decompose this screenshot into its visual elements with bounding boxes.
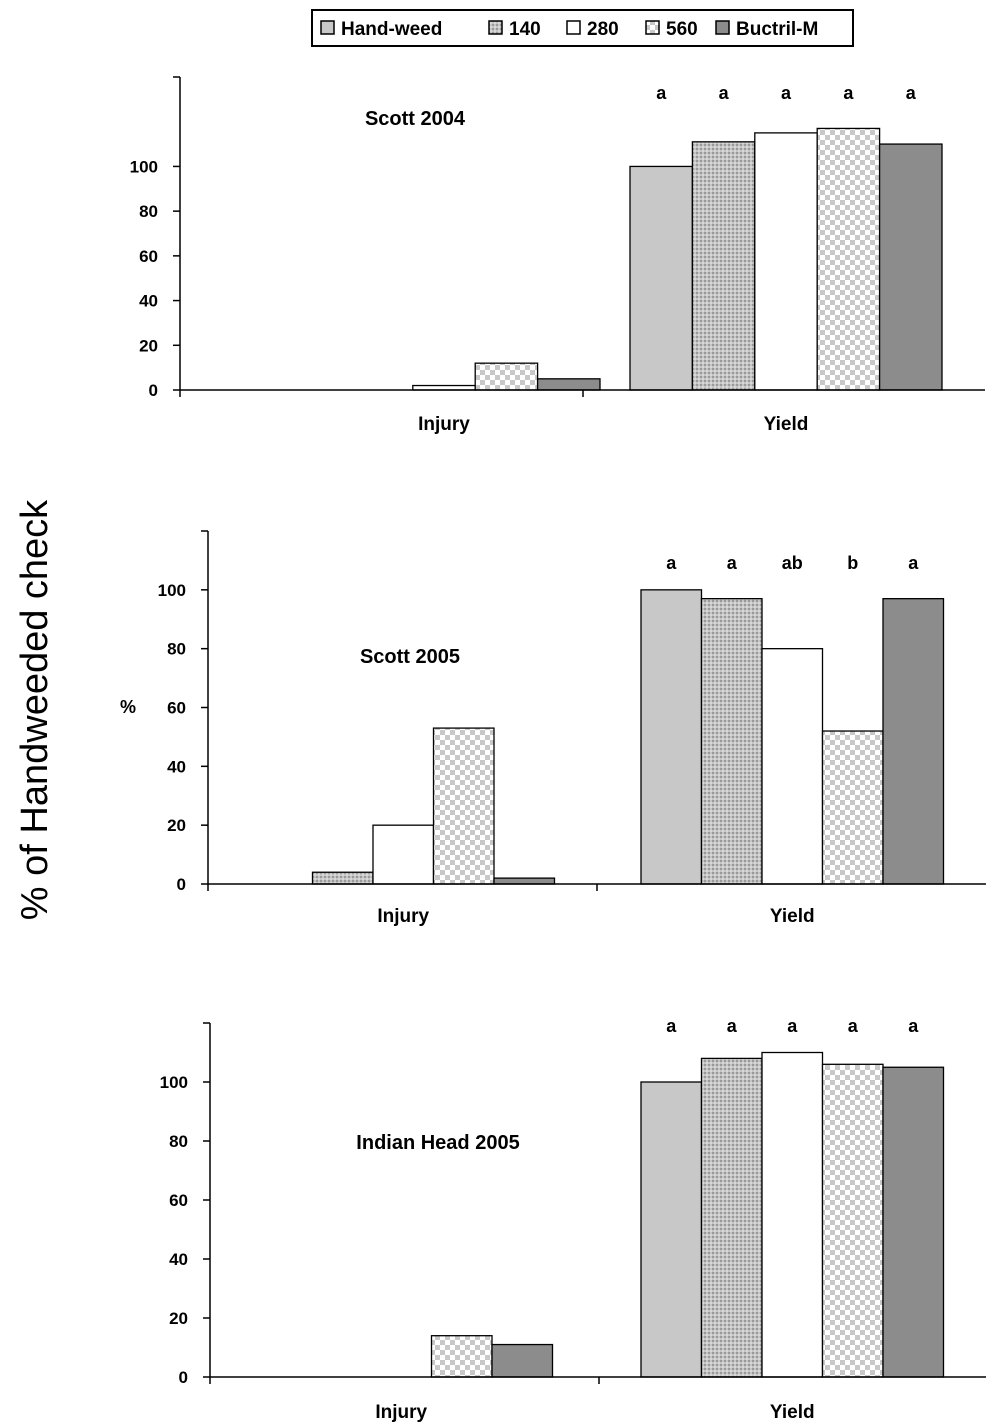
- bar-indian-head-2005-yield-hand-weed: [640, 1081, 703, 1378]
- significance-letter: a: [656, 83, 667, 103]
- bar-scott-2005-yield-140: [700, 598, 763, 885]
- bar-indian-head-2005-yield-140: [700, 1057, 763, 1378]
- bar-indian-head-2005-injury-buctril-m: [491, 1343, 554, 1378]
- bar-scott-2004-injury-buctril-m: [536, 378, 601, 391]
- significance-letter: a: [666, 553, 677, 573]
- significance-letter: a: [719, 83, 730, 103]
- significance-letter: a: [848, 1016, 859, 1036]
- y-tick-label: 100: [160, 1073, 188, 1092]
- bar-scott-2004-yield-hand-weed: [629, 165, 694, 391]
- bar-indian-head-2005-injury-560: [430, 1335, 493, 1378]
- legend-frame: [311, 9, 854, 47]
- bar-scott-2005-yield-hand-weed: [640, 589, 703, 885]
- legend-label-hand-weed: Hand-weed: [341, 19, 442, 40]
- bar-indian-head-2005-yield-560: [821, 1063, 884, 1378]
- y-tick-label: 100: [130, 157, 158, 176]
- bar-scott-2005-injury-280: [372, 824, 435, 885]
- x-category-label-injury: Injury: [375, 1402, 427, 1423]
- bar-scott-2005-yield-560: [821, 730, 884, 885]
- significance-letter: a: [727, 553, 738, 573]
- significance-letter: a: [727, 1016, 738, 1036]
- legend-label-560: 560: [666, 19, 698, 40]
- significance-letter: a: [843, 83, 854, 103]
- bar-scott-2004-yield-buctril-m: [878, 143, 943, 391]
- bar-scott-2004-injury-560: [474, 362, 539, 391]
- x-category-label-yield: Yield: [770, 906, 815, 927]
- y-tick-label: 20: [167, 816, 186, 835]
- panel-title: Indian Head 2005: [356, 1132, 519, 1154]
- x-category-label-injury: Injury: [418, 414, 470, 435]
- legend-label-140: 140: [509, 19, 541, 40]
- legend-label-buctril-m: Buctril-M: [736, 19, 818, 40]
- legend-item-560: 560: [645, 19, 698, 40]
- panel-scott-2005: 0 20 40 60 80 100 Injury Yield Scott 2005% a a ab b a: [120, 530, 986, 927]
- y-tick-label: 0: [177, 875, 186, 894]
- x-category-label-yield: Yield: [770, 1402, 815, 1423]
- panel-title: Scott 2004: [365, 108, 466, 130]
- y-tick-label: 60: [169, 1191, 188, 1210]
- legend-swatch-280: [566, 20, 581, 35]
- y-tick-label: 40: [139, 292, 158, 311]
- y-axis-label: % of Handweeded check: [14, 499, 56, 920]
- y-tick-label: 0: [149, 381, 158, 400]
- legend-swatch-140: [488, 20, 503, 35]
- panel-indian-head-2005: 0 20 40 60 80 100 Injury Yield Indian Head 2005 a…: [160, 1016, 986, 1423]
- y-tick-label: 0: [179, 1368, 188, 1387]
- significance-letter: a: [666, 1016, 677, 1036]
- panel-scott-2004: 0 20 40 60 80 100 Injury Yield Scott 2004 a a a a a: [130, 76, 985, 435]
- significance-letter: b: [847, 553, 858, 573]
- legend-swatch-hand-weed: [320, 20, 335, 35]
- legend-swatch-560: [645, 20, 660, 35]
- bar-scott-2005-injury-560: [432, 727, 495, 885]
- bar-scott-2005-yield-buctril-m: [882, 598, 945, 885]
- significance-letter: a: [787, 1016, 798, 1036]
- y-tick-label: 60: [139, 247, 158, 266]
- panel-title: Scott 2005: [360, 646, 460, 668]
- significance-letter: a: [781, 83, 792, 103]
- bar-scott-2005-injury-buctril-m: [493, 877, 556, 885]
- significance-letter: a: [908, 1016, 919, 1036]
- significance-letter: a: [908, 553, 919, 573]
- legend-item-hand-weed: Hand-weed: [320, 19, 442, 40]
- chart-legend: Hand-weed 140 280 560 Buctril-M: [311, 9, 854, 47]
- legend-item-buctril-m: Buctril-M: [715, 19, 818, 40]
- bar-scott-2004-yield-560: [816, 127, 881, 391]
- significance-letter: ab: [782, 553, 803, 573]
- y-tick-label: 40: [167, 757, 186, 776]
- bar-scott-2005-injury-140: [311, 871, 374, 885]
- bar-scott-2005-yield-280: [761, 648, 824, 885]
- x-category-label-yield: Yield: [764, 414, 809, 435]
- legend-label-280: 280: [587, 19, 619, 40]
- bar-indian-head-2005-yield-280: [761, 1051, 824, 1378]
- y-tick-label: 40: [169, 1250, 188, 1269]
- y-tick-label: 60: [167, 699, 186, 718]
- x-category-label-injury: Injury: [377, 906, 429, 927]
- bar-indian-head-2005-yield-buctril-m: [882, 1066, 945, 1378]
- y-tick-label: 80: [139, 202, 158, 221]
- legend-swatch-buctril-m: [715, 20, 730, 35]
- y-tick-label: 80: [169, 1132, 188, 1151]
- y-unit-label: %: [120, 697, 136, 717]
- y-tick-label: 20: [139, 336, 158, 355]
- legend-item-140: 140: [488, 19, 541, 40]
- y-tick-label: 80: [167, 640, 186, 659]
- y-tick-label: 100: [158, 581, 186, 600]
- legend-item-280: 280: [566, 19, 619, 40]
- bar-scott-2004-yield-140: [691, 141, 756, 391]
- significance-letter: a: [906, 83, 917, 103]
- y-tick-label: 20: [169, 1309, 188, 1328]
- bar-scott-2004-yield-280: [754, 132, 818, 391]
